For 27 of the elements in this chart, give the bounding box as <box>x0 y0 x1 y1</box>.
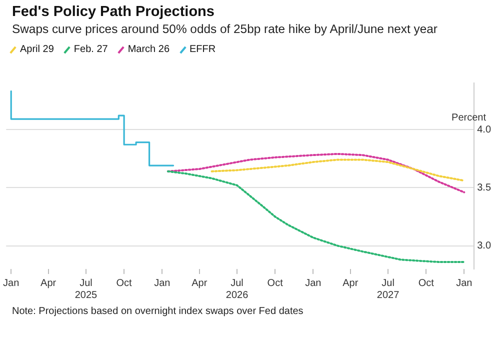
x-tick-label: Oct <box>116 278 132 289</box>
x-tick-label: Apr <box>342 278 359 289</box>
x-tick-label: Jul 2025 <box>74 278 98 301</box>
x-tick-label: Jan <box>154 278 170 289</box>
x-tick-label: Jan <box>456 278 472 289</box>
line-series <box>210 158 466 182</box>
chart-subtitle: Swaps curve prices around 50% odds of 25bp rate hike by April/June next year <box>12 22 438 36</box>
line-series <box>166 170 466 264</box>
x-tick-label: Jan <box>305 278 322 289</box>
x-tick-label: Oct <box>267 278 284 289</box>
text: Note: Projections based on overnight index swaps over Fed dates <box>12 306 304 317</box>
y-axis-title: Percent <box>452 112 486 124</box>
legend-label: Feb. 27 <box>74 44 108 55</box>
x-tick-label: Apr <box>192 278 208 289</box>
x-tick-label: Oct <box>418 278 434 289</box>
x-tick-label: Jul 2026 <box>226 278 249 301</box>
legend-label: EFFR <box>190 44 216 55</box>
legend-label: April 29 <box>20 44 54 55</box>
x-tick-label: Jul 2027 <box>376 278 400 301</box>
chart-title: Fed's Policy Path Projections <box>12 4 214 20</box>
y-tick-label: 4.0 <box>477 124 492 136</box>
y-tick-label: 3.0 <box>477 240 492 252</box>
x-tick-label: Jan <box>3 278 20 289</box>
line-series <box>166 152 466 194</box>
y-tick-label: 3.5 <box>477 182 492 194</box>
legend-label: March 26 <box>128 44 170 55</box>
x-tick-label: Apr <box>40 278 57 289</box>
